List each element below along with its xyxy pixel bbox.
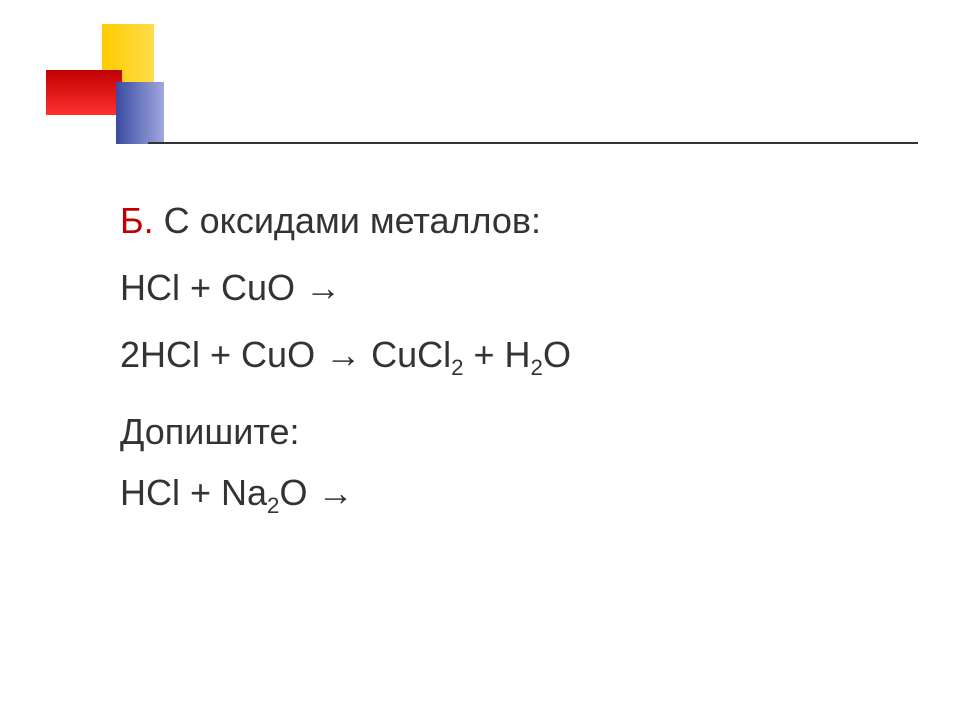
horizontal-rule (148, 142, 918, 144)
prompt-line: Допишите: (120, 404, 880, 460)
eq3-part-b: O → (279, 472, 353, 513)
slide: Б. С оксидами металлов: HCl + CuO → 2HCl… (0, 0, 960, 720)
heading-rest: С оксидами металлов: (154, 200, 541, 241)
heading-letter: Б. (120, 200, 154, 241)
eq3-sub: 2 (267, 494, 279, 519)
eq2-sub-1: 2 (451, 356, 463, 381)
slide-body: Б. С оксидами металлов: HCl + CuO → 2HCl… (120, 190, 880, 527)
eq2-sub-2: 2 (531, 356, 543, 381)
equation-1: HCl + CuO → (120, 257, 880, 318)
eq2-part-b: + H (464, 334, 531, 375)
equation-2: 2HCl + CuO → CuCl2 + H2O (120, 324, 880, 385)
eq2-part-a: 2HCl + CuO → CuCl (120, 334, 451, 375)
equation-3: HCl + Na2O → (120, 465, 880, 521)
decor-square-red (46, 70, 122, 115)
decor-square-blue (116, 82, 164, 144)
eq3-part-a: HCl + Na (120, 472, 267, 513)
eq2-part-c: O (543, 334, 571, 375)
line-heading: Б. С оксидами металлов: (120, 190, 880, 251)
